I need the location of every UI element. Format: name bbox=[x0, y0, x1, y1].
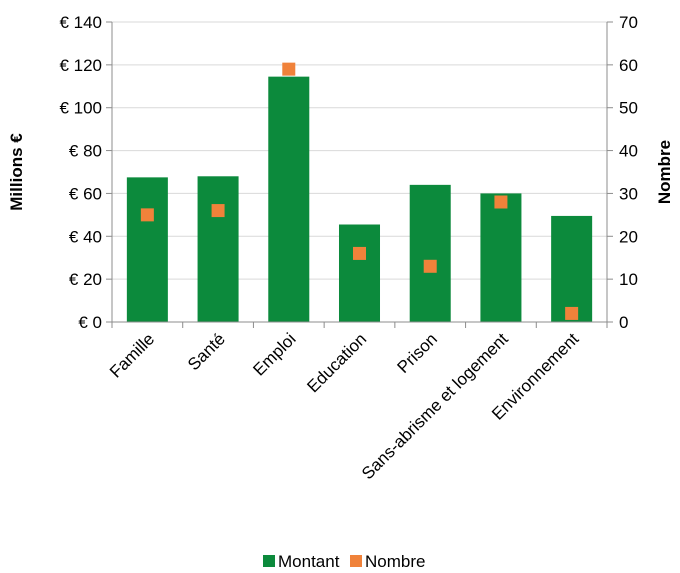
point bbox=[494, 195, 508, 209]
x-tick-label: Emploi bbox=[249, 329, 299, 379]
bar bbox=[126, 177, 168, 322]
point bbox=[282, 62, 296, 76]
y2-tick-label: 50 bbox=[619, 99, 638, 118]
y2-tick-label: 0 bbox=[619, 313, 628, 332]
y2-tick-label: 30 bbox=[619, 184, 638, 203]
bar bbox=[197, 176, 239, 322]
legend-label-montant: Montant bbox=[278, 552, 340, 571]
y-tick-label: € 120 bbox=[59, 56, 102, 75]
bar bbox=[409, 184, 451, 322]
x-tick-label: Famille bbox=[106, 329, 158, 381]
gridlines bbox=[112, 21, 607, 280]
y-axis-title: Millions € bbox=[7, 133, 26, 211]
x-tick-label: Prison bbox=[394, 329, 442, 377]
y2-tick-label: 20 bbox=[619, 227, 638, 246]
y-tick-label: € 80 bbox=[69, 142, 102, 161]
bar bbox=[480, 193, 522, 322]
left-axis-ticks: € 0 € 20 € 40 € 60 € 80 € 100 € 120 € 140 bbox=[59, 13, 112, 332]
y-tick-label: € 40 bbox=[69, 227, 102, 246]
y-tick-label: € 140 bbox=[59, 13, 102, 32]
legend-swatch-nombre bbox=[350, 555, 362, 567]
x-tick-label: Santé bbox=[184, 329, 229, 374]
y2-tick-label: 60 bbox=[619, 56, 638, 75]
point bbox=[565, 306, 579, 320]
y2-tick-label: 10 bbox=[619, 270, 638, 289]
point-series-nombre bbox=[140, 62, 579, 320]
y-tick-label: € 60 bbox=[69, 184, 102, 203]
right-axis-ticks: 0 10 20 30 40 50 60 70 bbox=[607, 13, 638, 332]
x-tick-label: Sans-abrisme et logement bbox=[358, 329, 512, 483]
x-axis-ticks: Famille Santé Emploi Education PrisonSans-ab… bbox=[106, 322, 608, 483]
y-tick-label: € 100 bbox=[59, 99, 102, 118]
axes bbox=[111, 22, 608, 323]
y2-axis-title: Nombre bbox=[655, 140, 674, 204]
bar bbox=[551, 215, 593, 322]
point bbox=[211, 204, 225, 218]
y2-tick-label: 70 bbox=[619, 13, 638, 32]
point bbox=[423, 259, 437, 273]
y-tick-label: € 20 bbox=[69, 270, 102, 289]
bar-series-montant bbox=[126, 76, 593, 323]
bar bbox=[338, 224, 381, 322]
legend-swatch-montant bbox=[263, 555, 275, 567]
y-tick-label: € 0 bbox=[78, 313, 102, 332]
y2-tick-label: 40 bbox=[619, 142, 638, 161]
bar bbox=[268, 76, 310, 323]
point bbox=[140, 208, 154, 222]
point bbox=[353, 246, 366, 260]
legend-label-nombre: Nombre bbox=[365, 552, 425, 571]
legend: Montant Nombre bbox=[263, 552, 425, 571]
x-tick-label: Education bbox=[303, 329, 370, 396]
